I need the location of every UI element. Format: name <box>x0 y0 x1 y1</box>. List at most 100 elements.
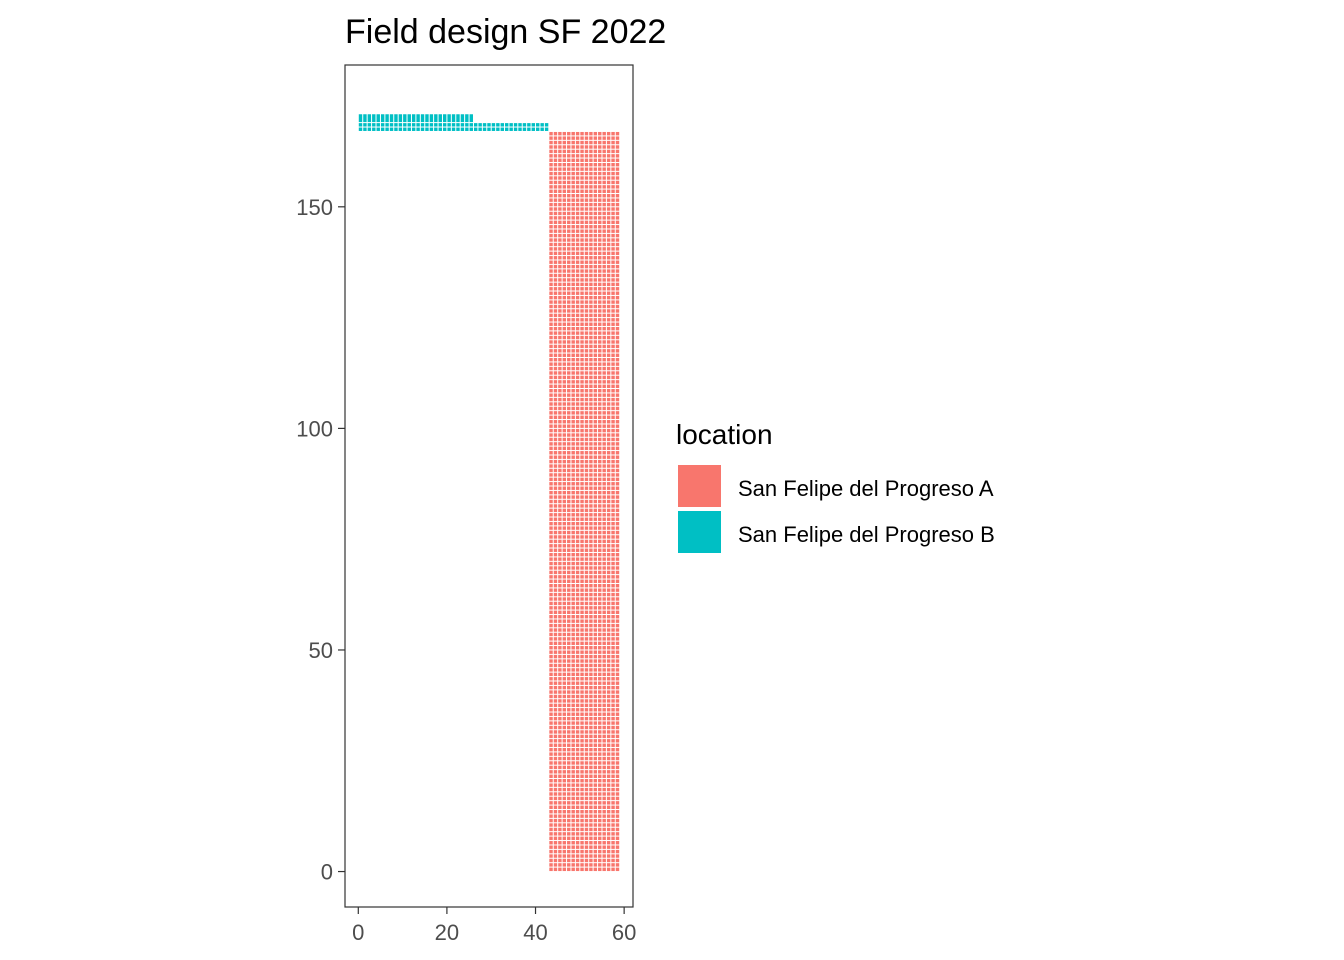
plot-tile <box>571 548 575 552</box>
plot-tile <box>496 127 500 131</box>
plot-tile <box>580 774 584 778</box>
plot-tile <box>567 216 571 220</box>
plot-tile <box>602 176 606 180</box>
plot-tile <box>562 557 567 561</box>
plot-tile <box>558 535 562 539</box>
plot-tile <box>589 637 593 641</box>
plot-tile <box>567 827 571 832</box>
plot-tile <box>571 340 575 344</box>
plot-tile <box>584 730 589 734</box>
plot-tile <box>589 247 593 251</box>
plot-tile <box>567 278 571 282</box>
plot-tile <box>611 380 615 384</box>
plot-tile <box>553 601 558 606</box>
plot-tile <box>549 185 553 189</box>
plot-tile <box>558 451 562 455</box>
plot-tile <box>562 610 567 615</box>
plot-tile <box>567 486 571 490</box>
plot-tile <box>606 535 611 539</box>
plot-tile <box>575 490 580 495</box>
plot-tile <box>575 278 580 282</box>
plot-tile <box>606 694 611 699</box>
plot-tile <box>549 725 553 730</box>
plot-tile <box>598 420 602 424</box>
plot-tile <box>611 344 615 349</box>
plot-tile <box>593 597 598 601</box>
plot-tile <box>562 304 567 309</box>
plot-tile <box>571 521 575 526</box>
plot-tile <box>598 712 602 716</box>
plot-tile <box>602 504 606 508</box>
plot-tile <box>598 353 602 357</box>
plot-tile <box>549 716 553 721</box>
plot-tile <box>562 393 567 397</box>
plot-tile <box>567 136 571 140</box>
plot-tile <box>549 805 553 809</box>
plot-tile <box>615 291 620 295</box>
plot-tile <box>593 592 598 597</box>
plot-tile <box>571 415 575 420</box>
plot-tile <box>558 513 562 517</box>
plot-tile <box>558 486 562 490</box>
plot-tile <box>615 362 620 366</box>
plot-tile <box>615 189 620 194</box>
plot-tile <box>575 646 580 650</box>
plot-tile <box>571 313 575 318</box>
plot-tile <box>562 362 567 366</box>
plot-tile <box>593 743 598 747</box>
plot-tile <box>584 654 589 659</box>
plot-tile <box>575 823 580 827</box>
plot-tile <box>615 836 620 841</box>
plot-tile <box>571 814 575 818</box>
plot-tile <box>602 171 606 176</box>
plot-tile <box>549 610 553 615</box>
plot-tile <box>598 433 602 437</box>
plot-tile <box>615 597 620 601</box>
plot-tile <box>571 770 575 774</box>
plot-tile <box>584 225 589 229</box>
plot-tile <box>575 841 580 845</box>
plot-tile <box>580 597 584 601</box>
plot-tile <box>575 495 580 499</box>
plot-tile <box>606 207 611 211</box>
plot-tile <box>442 127 447 131</box>
plot-tile <box>584 588 589 592</box>
plot-tile <box>571 357 575 362</box>
plot-tile <box>593 685 598 690</box>
plot-tile <box>611 247 615 251</box>
plot-tile <box>553 295 558 300</box>
plot-tile <box>611 774 615 778</box>
plot-tile <box>615 397 620 402</box>
plot-tile <box>549 295 553 300</box>
plot-tile <box>580 814 584 818</box>
plot-tile <box>593 801 598 805</box>
plot-tile <box>593 721 598 725</box>
plot-tile <box>598 287 602 291</box>
plot-tile <box>575 721 580 725</box>
plot-tile <box>567 530 571 535</box>
plot-tile <box>602 628 606 632</box>
plot-tile <box>584 207 589 211</box>
plot-tile <box>598 154 602 158</box>
plot-tile <box>549 579 553 583</box>
plot-tile <box>553 752 558 756</box>
plot-tile <box>584 362 589 366</box>
plot-tile <box>580 575 584 579</box>
plot-tile <box>553 313 558 318</box>
plot-tile <box>553 256 558 260</box>
plot-tile <box>575 353 580 357</box>
plot-tile <box>606 411 611 415</box>
plot-tile <box>615 167 620 171</box>
plot-tile <box>553 597 558 601</box>
plot-tile <box>584 858 589 863</box>
plot-tile <box>580 832 584 836</box>
plot-tile <box>589 858 593 863</box>
plot-tile <box>549 180 553 185</box>
plot-tile <box>553 579 558 583</box>
plot-tile <box>567 238 571 242</box>
plot-tile <box>553 415 558 420</box>
plot-tile <box>571 287 575 291</box>
plot-tile <box>615 805 620 809</box>
plot-tile <box>584 659 589 663</box>
